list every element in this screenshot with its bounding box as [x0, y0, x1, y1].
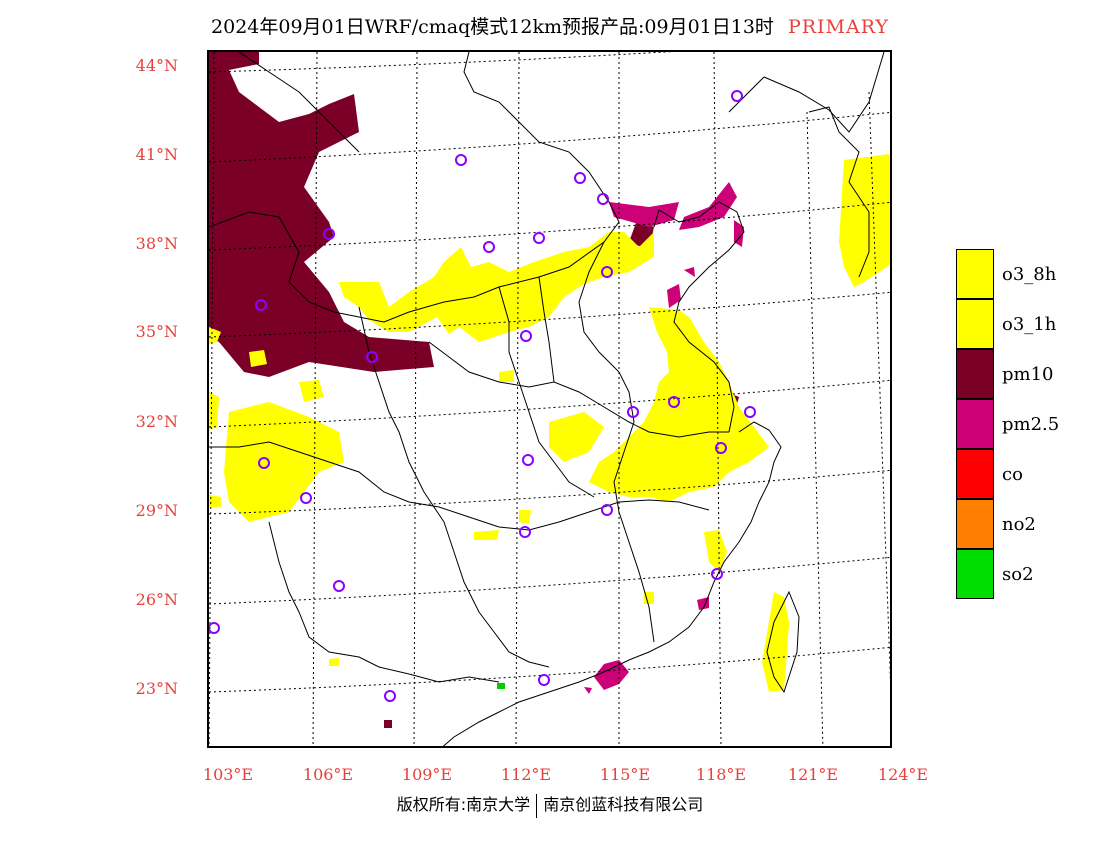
legend-swatch — [956, 349, 994, 399]
boundaries — [209, 52, 885, 746]
legend-swatch — [956, 299, 994, 349]
lat-label-41: 41°N — [135, 145, 178, 164]
lon-label-124: 124°E — [877, 765, 929, 784]
legend-item-co: co — [956, 449, 1086, 499]
lat-label-29: 29°N — [135, 501, 178, 520]
lon-label-109: 109°E — [401, 765, 453, 784]
legend-label: so2 — [1002, 564, 1034, 585]
legend-item-o3-1h: o3_1h — [956, 299, 1086, 349]
legend-item-so2: so2 — [956, 549, 1086, 599]
copyright-left: 版权所有:南京大学 — [396, 795, 531, 814]
legend-label: o3_1h — [1002, 314, 1057, 335]
lon-label-121: 121°E — [787, 765, 839, 784]
title-text: 2024年09月01日WRF/cmaq模式12km预报产品:09月01日13时 — [211, 16, 774, 38]
legend-label: o3_8h — [1002, 264, 1057, 285]
legend-item-pm10: pm10 — [956, 349, 1086, 399]
lon-label-103: 103°E — [202, 765, 254, 784]
graticule — [209, 52, 890, 746]
lon-label-115: 115°E — [599, 765, 651, 784]
so2-area — [497, 683, 505, 689]
lon-label-118: 118°E — [695, 765, 747, 784]
legend-item-no2: no2 — [956, 499, 1086, 549]
lat-label-38: 38°N — [135, 234, 178, 253]
legend-item-o3-8h: o3_8h — [956, 249, 1086, 299]
copyright-right: 南京创蓝科技有限公司 — [543, 795, 704, 814]
pollutant-legend: o3_8h o3_1h pm10 pm2.5 co no2 so2 — [956, 249, 1086, 599]
lon-label-112: 112°E — [500, 765, 552, 784]
legend-swatch — [956, 399, 994, 449]
footer-separator — [536, 793, 538, 818]
lat-label-32: 32°N — [135, 412, 178, 431]
legend-label: no2 — [1002, 514, 1036, 535]
forecast-map[interactable] — [207, 50, 892, 748]
legend-label: co — [1002, 464, 1023, 485]
lat-label-35: 35°N — [135, 322, 178, 341]
map-title: 2024年09月01日WRF/cmaq模式12km预报产品:09月01日13时 P… — [0, 12, 1100, 39]
lat-label-26: 26°N — [135, 590, 178, 609]
lat-label-44: 44°N — [135, 56, 178, 75]
primary-tag: PRIMARY — [787, 16, 889, 38]
station-markers — [209, 90, 756, 702]
legend-swatch — [956, 249, 994, 299]
legend-swatch — [956, 499, 994, 549]
legend-item-pm25: pm2.5 — [956, 399, 1086, 449]
legend-swatch — [956, 549, 994, 599]
legend-swatch — [956, 449, 994, 499]
legend-label: pm10 — [1002, 364, 1054, 385]
copyright-footer: 版权所有:南京大学 南京创蓝科技有限公司 — [0, 791, 1100, 818]
lon-label-106: 106°E — [302, 765, 354, 784]
lat-label-23: 23°N — [135, 679, 178, 698]
pm25-area — [584, 182, 744, 694]
legend-label: pm2.5 — [1002, 414, 1060, 435]
